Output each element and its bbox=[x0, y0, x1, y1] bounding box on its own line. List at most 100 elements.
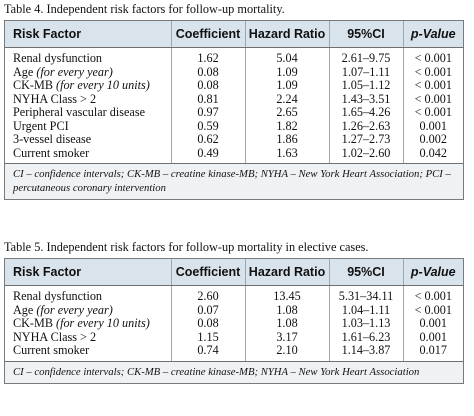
table5-header-row: Risk Factor Coefficient Hazard Ratio 95%… bbox=[5, 259, 463, 286]
risk-factor-cell: Age (for every year) bbox=[5, 302, 172, 317]
coefficient-cell: 0.08 bbox=[171, 316, 246, 331]
p-value-cell: 0.001 bbox=[419, 118, 447, 133]
risk-factor-cell: NYHA Class > 2 bbox=[5, 91, 172, 106]
p-value-cell: 0.017 bbox=[419, 343, 447, 357]
risk-factor-cell: Urgent PCI bbox=[5, 118, 172, 133]
coefficient-cell: 0.08 bbox=[171, 65, 246, 79]
coefficient-cell: 0.62 bbox=[171, 132, 246, 147]
header-coefficient: Coefficient bbox=[171, 259, 246, 286]
p-value-cell: < 0.001 bbox=[414, 78, 452, 92]
ci-cell: 1.07–1.11 bbox=[329, 65, 404, 79]
hazard-ratio-cell: 1.86 bbox=[245, 132, 330, 147]
table4-footnote: CI – confidence intervals; CK-MB – creat… bbox=[5, 163, 463, 199]
table4-header-row: Risk Factor Coefficient Hazard Ratio 95%… bbox=[5, 21, 463, 48]
ci-cell: 2.61–9.75 bbox=[329, 47, 404, 66]
p-value-cell: 0.002 bbox=[419, 132, 447, 146]
p-value-cell: 0.001 bbox=[419, 316, 447, 330]
risk-factor-cell: Renal dysfunction bbox=[5, 285, 172, 304]
header-p-value: p-Value bbox=[403, 259, 463, 286]
ci-cell: 1.05–1.12 bbox=[329, 78, 404, 93]
hazard-ratio-cell: 1.63 bbox=[245, 146, 330, 163]
coefficient-cell: 0.59 bbox=[171, 119, 246, 133]
table-row: Current smoker 0.74 2.10 1.14–3.87 0.017 bbox=[5, 343, 463, 361]
risk-factor-cell: CK-MB (for every 10 units) bbox=[5, 78, 172, 93]
ci-cell: 1.61–6.23 bbox=[329, 330, 404, 344]
risk-factor-label: Renal dysfunction bbox=[13, 289, 103, 303]
hazard-ratio-cell: 1.08 bbox=[245, 316, 330, 331]
ci-cell: 1.14–3.87 bbox=[329, 343, 404, 361]
risk-factor-qualifier: (for every 10 units) bbox=[56, 78, 150, 92]
table-row: Current smoker 0.49 1.63 1.02–2.60 0.042 bbox=[5, 145, 463, 163]
header-95ci: 95%CI bbox=[329, 259, 404, 286]
risk-factor-label: Age bbox=[13, 302, 34, 317]
header-coefficient: Coefficient bbox=[171, 21, 246, 48]
ci-cell: 1.04–1.11 bbox=[329, 303, 404, 317]
header-p-value: p-Value bbox=[403, 21, 463, 48]
table-row: Peripheral vascular disease 0.97 2.65 1.65–… bbox=[5, 105, 463, 120]
table5-body: Renal dysfunction 2.60 13.45 5.31–34.11 < 0.… bbox=[5, 285, 463, 361]
coefficient-cell: 1.62 bbox=[171, 47, 246, 66]
coefficient-cell: 1.15 bbox=[171, 330, 246, 344]
hazard-ratio-cell: 1.09 bbox=[245, 65, 330, 79]
coefficient-cell: 0.81 bbox=[171, 92, 246, 106]
hazard-ratio-cell: 5.04 bbox=[245, 47, 330, 66]
table-row: Renal dysfunction 2.60 13.45 5.31–34.11 < 0.… bbox=[5, 285, 463, 304]
risk-factor-label: 3-vessel disease bbox=[13, 132, 92, 146]
coefficient-cell: 0.07 bbox=[171, 303, 246, 317]
risk-factor-label: Peripheral vascular disease bbox=[13, 105, 145, 119]
header-hazard-ratio: Hazard Ratio bbox=[245, 21, 330, 48]
table-row: CK-MB (for every 10 units) 0.08 1.09 1.05–1… bbox=[5, 78, 463, 93]
risk-factor-cell: Current smoker bbox=[5, 343, 172, 361]
table-row: 3-vessel disease 0.62 1.86 1.27–2.73 0.002 bbox=[5, 132, 463, 147]
coefficient-cell: 2.60 bbox=[171, 285, 246, 304]
table-row: Renal dysfunction 1.62 5.04 2.61–9.75 < 0.00… bbox=[5, 47, 463, 66]
risk-factor-label: Current smoker bbox=[13, 343, 90, 357]
table5: Risk Factor Coefficient Hazard Ratio 95%… bbox=[4, 258, 464, 384]
hazard-ratio-cell: 1.09 bbox=[245, 78, 330, 93]
ci-cell: 1.26–2.63 bbox=[329, 119, 404, 133]
p-value-cell: < 0.001 bbox=[414, 302, 452, 317]
table4-caption: Table 4. Independent risk factors for fo… bbox=[4, 2, 285, 16]
ci-cell: 1.27–2.73 bbox=[329, 132, 404, 147]
risk-factor-cell: 3-vessel disease bbox=[5, 132, 172, 147]
risk-factor-label: CK-MB bbox=[13, 316, 53, 330]
ci-cell: 1.43–3.51 bbox=[329, 92, 404, 106]
table5-grid: Risk Factor Coefficient Hazard Ratio 95%… bbox=[5, 259, 463, 361]
hazard-ratio-cell: 1.82 bbox=[245, 119, 330, 133]
ci-cell: 1.03–1.13 bbox=[329, 316, 404, 331]
hazard-ratio-cell: 2.10 bbox=[245, 343, 330, 361]
table-row: NYHA Class > 2 0.81 2.24 1.43–3.51 < 0.001 bbox=[5, 91, 463, 106]
hazard-ratio-cell: 2.24 bbox=[245, 92, 330, 106]
p-value-cell: < 0.001 bbox=[414, 91, 452, 106]
risk-factor-qualifier: (for every year) bbox=[36, 64, 113, 79]
table4-grid: Risk Factor Coefficient Hazard Ratio 95%… bbox=[5, 21, 463, 163]
ci-cell: 5.31–34.11 bbox=[329, 285, 404, 304]
header-risk-factor: Risk Factor bbox=[5, 259, 172, 286]
header-hazard-ratio: Hazard Ratio bbox=[245, 259, 330, 286]
risk-factor-label: Current smoker bbox=[13, 145, 90, 160]
p-value-cell: < 0.001 bbox=[414, 51, 452, 65]
coefficient-cell: 0.08 bbox=[171, 78, 246, 93]
risk-factor-label: Urgent PCI bbox=[13, 118, 69, 133]
risk-factor-label: Age bbox=[13, 64, 34, 79]
risk-factor-cell: Age (for every year) bbox=[5, 64, 172, 79]
header-95ci: 95%CI bbox=[329, 21, 404, 48]
table4: Risk Factor Coefficient Hazard Ratio 95%… bbox=[4, 20, 464, 200]
table-row: Age (for every year) 0.07 1.08 1.04–1.11 < 0… bbox=[5, 302, 463, 317]
p-value-cell: < 0.001 bbox=[414, 64, 452, 79]
coefficient-cell: 0.49 bbox=[171, 146, 246, 163]
table-row: Urgent PCI 0.59 1.82 1.26–2.63 0.001 bbox=[5, 118, 463, 133]
table-row: NYHA Class > 2 1.15 3.17 1.61–6.23 0.001 bbox=[5, 329, 463, 344]
risk-factor-label: NYHA Class > 2 bbox=[13, 91, 97, 106]
risk-factor-cell: NYHA Class > 2 bbox=[5, 330, 172, 344]
risk-factor-label: Renal dysfunction bbox=[13, 51, 103, 65]
table5-footnote: CI – confidence intervals; CK-MB – creat… bbox=[5, 360, 463, 383]
hazard-ratio-cell: 1.08 bbox=[245, 303, 330, 317]
table4-body: Renal dysfunction 1.62 5.04 2.61–9.75 < 0.00… bbox=[5, 47, 463, 163]
p-value-cell: 0.001 bbox=[419, 329, 447, 344]
hazard-ratio-cell: 2.65 bbox=[245, 105, 330, 120]
coefficient-cell: 0.97 bbox=[171, 105, 246, 120]
risk-factor-label: CK-MB bbox=[13, 78, 53, 92]
risk-factor-cell: Peripheral vascular disease bbox=[5, 105, 172, 120]
hazard-ratio-cell: 13.45 bbox=[245, 285, 330, 304]
